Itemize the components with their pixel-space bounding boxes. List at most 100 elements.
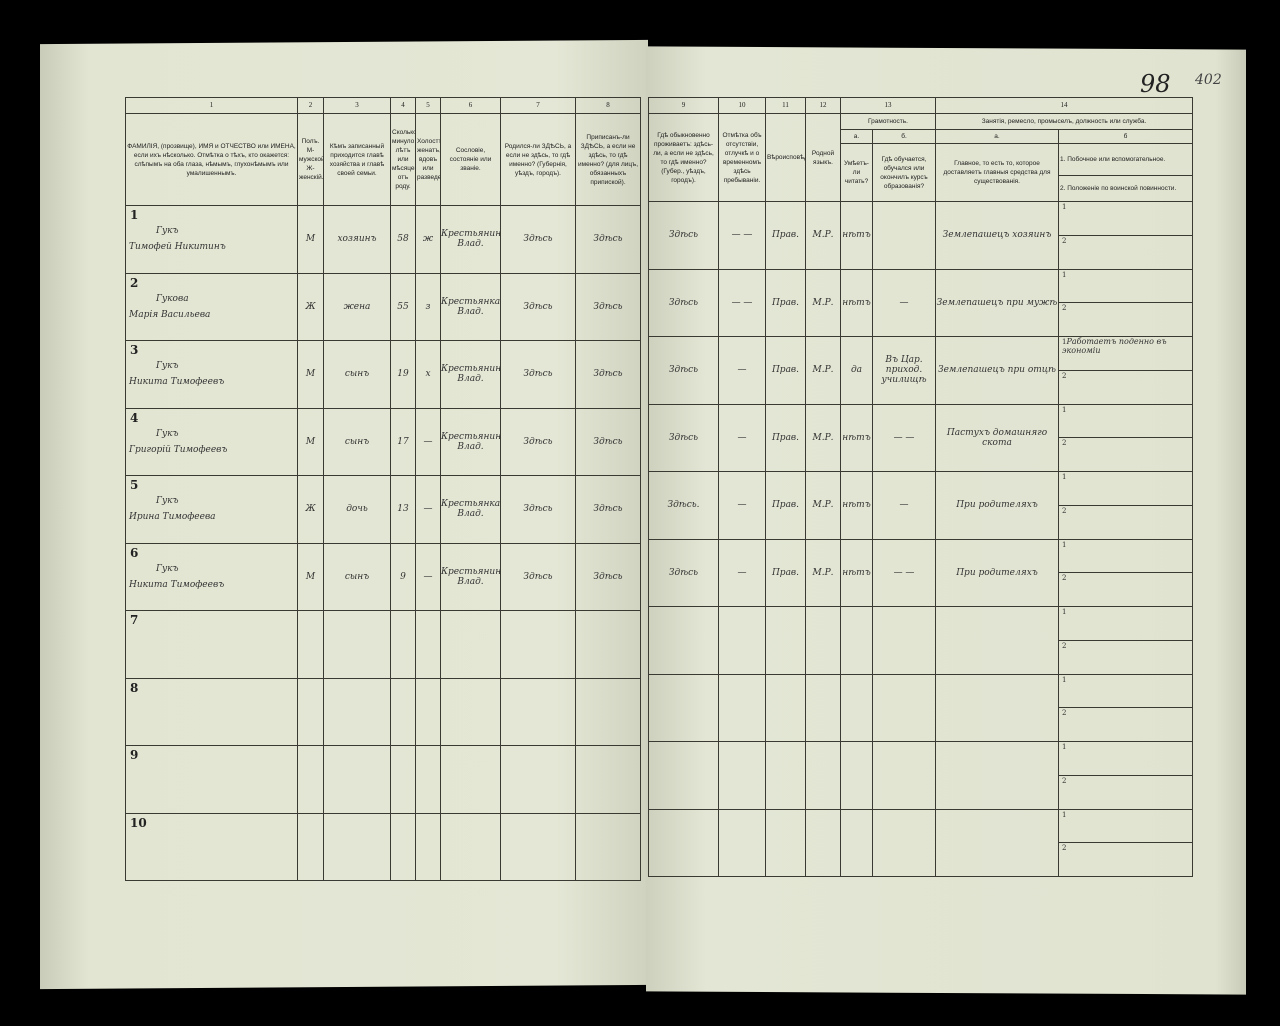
surname: Гукъ — [156, 496, 179, 507]
cell-live — [648, 741, 719, 810]
col-7-header: Родился-ли ЗДѢСЬ, а если не здѣсь, то гд… — [500, 113, 576, 206]
cell-age: 58 — [390, 205, 416, 274]
given-name-patronymic: Марія Васильева — [129, 309, 211, 320]
cell-read: нѣтъ — [840, 471, 873, 540]
table-row-right-sub: 2 — [649, 369, 1193, 405]
table-row-right: Здѣсь — — Прав. М.Р. нѣтъ Землепашецъ хозяинъ… — [648, 201, 1193, 270]
cell-lang — [805, 673, 841, 742]
col-8-number: 8 — [575, 97, 641, 114]
cell-born — [500, 745, 576, 814]
table-row-right: Здѣсь. — Прав. М.Р. нѣтъ — При родителяхъ 1 — [648, 471, 1193, 540]
cell-age — [390, 745, 416, 814]
row-number: 10 — [130, 815, 147, 830]
col-13a-header: Умѣетъ-ли читать? — [840, 143, 873, 202]
table-row-right-sub: 2 — [649, 437, 1193, 472]
table-row-right-sub: 2 — [649, 504, 1193, 540]
occupation-header: Занятія, ремесло, промыселъ, должность и… — [935, 113, 1193, 130]
cell-read — [840, 741, 873, 810]
cell-age: 55 — [390, 272, 416, 341]
sub-label-1: 1 — [1062, 743, 1067, 751]
cell-rel: жена — [323, 272, 391, 341]
cell-military-status: 2 — [1058, 504, 1193, 540]
cell-edu — [872, 673, 936, 742]
cell-edu: — — — [872, 538, 936, 607]
handwritten-page-number: 98 — [1140, 70, 1171, 98]
sub-label-2: 2 — [1062, 371, 1067, 380]
cell-estate — [440, 745, 501, 814]
cell-sex: Ж — [297, 475, 324, 544]
table-row-left: 6 Гукъ Никита Тимофеевъ Мсынъ9—Крестьянинъ … — [125, 542, 641, 611]
cell-sex: М — [297, 407, 324, 476]
cell-side-occupation: 1 — [1058, 268, 1193, 304]
col-4-number: 4 — [390, 97, 416, 114]
cell-sex — [297, 677, 324, 746]
col-10-number: 10 — [718, 97, 766, 114]
cell-edu — [872, 808, 936, 877]
sub-label-2: 2 — [1062, 776, 1067, 785]
cell-occ: Пастухъ домашняго скота — [935, 403, 1059, 472]
cell-estate: Крестьянка Влад. — [440, 272, 501, 341]
cell-relig — [765, 741, 806, 810]
cell-reg — [575, 812, 641, 881]
table-row-right-sub: 2 — [649, 842, 1193, 877]
col-11-header: Вѣроисповѣданіе. — [765, 113, 806, 202]
table-row-right-sub: 2 — [649, 639, 1193, 675]
cell-estate: Крестьянинъ Влад. — [440, 205, 501, 274]
cell-relig: Прав. — [765, 471, 806, 540]
cell-mar: ж — [415, 205, 441, 274]
cell-age — [390, 812, 416, 881]
cell-side-occupation: 1 — [1058, 808, 1193, 844]
census-table-right: 9 10 11 12 13 14 Гдѣ обыкновенно прожива… — [648, 97, 1193, 877]
cell-age: 9 — [390, 542, 416, 611]
name-cell: 6 Гукъ Никита Тимофеевъ — [125, 542, 298, 611]
cell-reg: Здѣсь — [575, 475, 641, 544]
cell-lang — [805, 808, 841, 877]
cell-relig: Прав. — [765, 538, 806, 607]
cell-mar: х — [415, 340, 441, 409]
cell-reg — [575, 677, 641, 746]
cell-reg — [575, 610, 641, 679]
cell-reg: Здѣсь — [575, 340, 641, 409]
cell-lang — [805, 741, 841, 810]
col-9-header: Гдѣ обыкновенно проживаетъ: здѣсь-ли, а … — [648, 113, 719, 202]
cell-rel: сынъ — [323, 407, 391, 476]
cell-absent: — — [718, 538, 766, 607]
cell-mar: з — [415, 272, 441, 341]
cell-born: Здѣсь — [500, 475, 576, 544]
cell-read — [840, 673, 873, 742]
cell-edu: — — [872, 471, 936, 540]
cell-rel: сынъ — [323, 340, 391, 409]
table-row-left: 7 — [125, 610, 641, 679]
cell-live — [648, 606, 719, 675]
name-cell: 4 Гукъ Григорій Тимофеевъ — [125, 407, 298, 476]
cell-rel: сынъ — [323, 542, 391, 611]
sub-label-1: 1 — [1062, 810, 1067, 819]
sub-label-2: 2 — [1062, 641, 1067, 650]
col-14a-label: а. — [935, 129, 1059, 144]
cell-reg: Здѣсь — [575, 205, 641, 274]
cell-rel: хозяинъ — [323, 205, 391, 274]
cell-military-status: 2 — [1058, 302, 1193, 337]
name-cell: 3 Гукъ Никита Тимофеевъ — [125, 340, 298, 409]
table-row-right: Здѣсь — Прав. М.Р. нѣтъ — — При родителяхъ 1 — [648, 538, 1193, 607]
cell-age: 13 — [390, 475, 416, 544]
cell-military-status: 2 — [1058, 437, 1193, 472]
cell-live — [648, 808, 719, 877]
sub-label-1: 1 — [1062, 203, 1067, 211]
given-name-patronymic: Никита Тимофеевъ — [129, 377, 225, 388]
cell-relig: Прав. — [765, 268, 806, 337]
cell-born — [500, 610, 576, 679]
sub-label-1: 1 — [1062, 608, 1067, 616]
row-number: 9 — [130, 748, 139, 762]
col-1-number: 1 — [125, 97, 298, 114]
cell-edu: Въ Цар. приход. училищѣ — [872, 336, 936, 405]
name-cell: 1 Гукъ Тимофей Никитинъ — [125, 205, 298, 274]
cell-live: Здѣсь — [648, 336, 719, 405]
col-4-header: Сколько минуло лѣтъ или мѣсяцевъ отъ род… — [390, 113, 416, 206]
col-11-number: 11 — [765, 97, 806, 114]
col-14b-label: б — [1058, 129, 1193, 144]
